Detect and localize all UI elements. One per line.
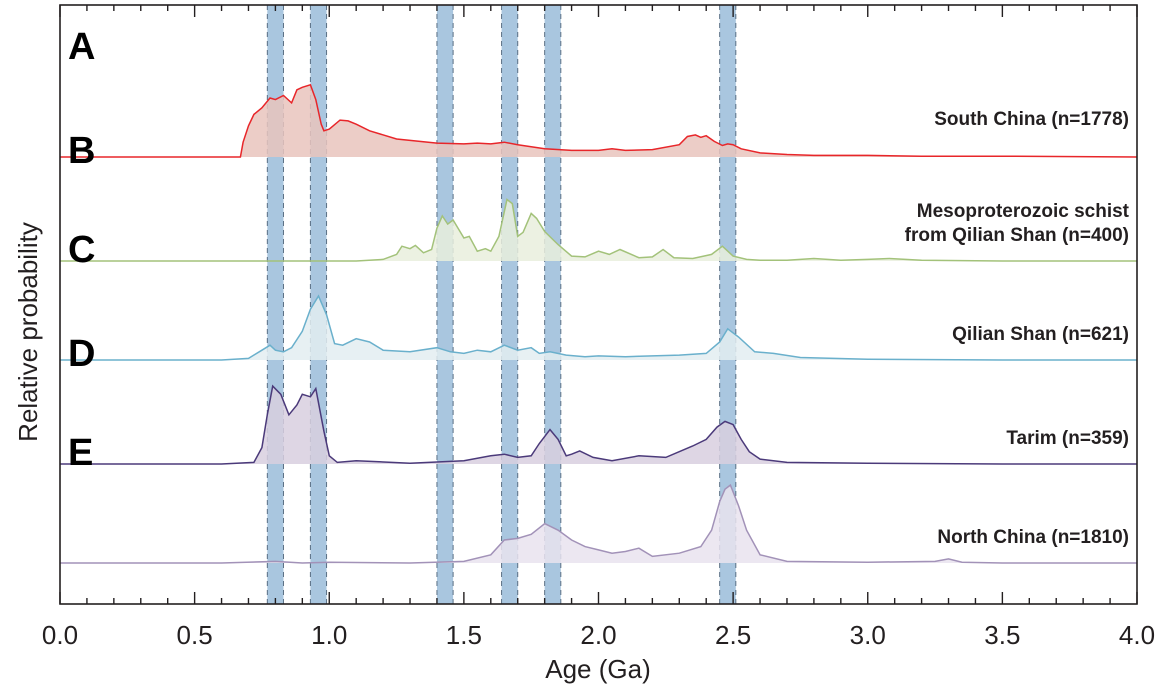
series-line-A: [60, 83, 1138, 158]
series-area-C: [221, 296, 1137, 360]
panel-letter-E: E: [68, 432, 93, 474]
series-label-C: Qilian Shan (n=621): [952, 324, 1129, 345]
series-area-E: [60, 485, 1137, 563]
series-line-E: [60, 483, 1137, 564]
y-axis-title: Relative probability: [13, 222, 43, 442]
series-B: [60, 198, 1137, 262]
series-label-D: Tarim (n=359): [1006, 428, 1129, 449]
labels-layer: A South China (n=1778) B Mesoproterozoic sc…: [68, 26, 1130, 548]
series-line-D: [60, 384, 1137, 465]
x-tick-label: 1.0: [311, 620, 347, 650]
x-tick-label: 3.0: [850, 620, 886, 650]
series-E: [60, 483, 1137, 564]
panel-letter-B: B: [68, 130, 95, 172]
series-layer: [60, 83, 1138, 564]
series-line-B: [60, 198, 1137, 262]
x-axis-tick-labels: 0.0 0.5 1.0 1.5 2.0 2.5 3.0 3.5 4.0: [42, 620, 1155, 650]
x-tick-label: 2.0: [580, 620, 616, 650]
series-line-C: [60, 294, 1137, 361]
x-tick-label: 1.5: [446, 620, 482, 650]
highlight-bands: [266, 5, 737, 604]
x-tick-label: 0.5: [177, 620, 213, 650]
x-axis-title: Age (Ga): [545, 654, 651, 684]
panel-letter-C: C: [68, 229, 95, 271]
highlight-band-1: [267, 5, 284, 604]
x-axis-ticks: [59, 5, 1138, 604]
highlight-band-3: [436, 5, 454, 604]
x-tick-label: 0.0: [42, 620, 78, 650]
plot-frame: [59, 4, 1138, 605]
x-tick-label: 2.5: [715, 620, 751, 650]
series-C: [60, 294, 1137, 361]
series-D: [60, 384, 1137, 465]
panel-letter-A: A: [68, 26, 95, 68]
series-label-B-line-2: from Qilian Shan (n=400): [905, 225, 1129, 246]
series-label-A: South China (n=1778): [934, 109, 1129, 130]
series-area-A: [240, 84, 1137, 157]
series-label-B-line-1: Mesoproterozoic schist: [917, 201, 1130, 222]
highlight-band-4: [501, 5, 518, 604]
highlight-band-5: [544, 5, 561, 604]
panel-letter-D: D: [68, 333, 95, 375]
series-area-B: [275, 199, 1137, 261]
x-tick-label: 3.5: [984, 620, 1020, 650]
series-A: [60, 83, 1138, 158]
x-tick-label: 4.0: [1119, 620, 1155, 650]
series-label-E: North China (n=1810): [937, 527, 1129, 548]
